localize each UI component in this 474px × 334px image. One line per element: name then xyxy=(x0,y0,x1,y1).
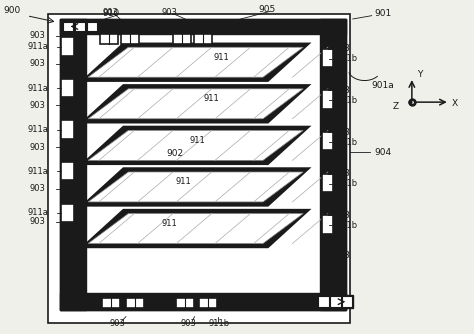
Bar xyxy=(322,215,333,233)
Text: 903: 903 xyxy=(335,128,351,137)
Bar xyxy=(61,162,74,180)
Text: 903: 903 xyxy=(161,8,177,17)
Bar xyxy=(126,298,144,308)
Bar xyxy=(199,298,217,308)
Text: 911b: 911b xyxy=(336,179,357,188)
Bar xyxy=(121,34,139,44)
Bar xyxy=(63,22,73,31)
Text: 911a: 911a xyxy=(109,23,130,32)
Polygon shape xyxy=(88,213,303,243)
Bar xyxy=(173,34,191,44)
Bar xyxy=(60,19,86,310)
Text: 901a: 901a xyxy=(372,81,394,90)
Bar xyxy=(48,14,350,323)
Text: 911b: 911b xyxy=(336,54,357,63)
Text: 911: 911 xyxy=(213,53,229,62)
Text: 911b: 911b xyxy=(336,221,357,230)
Bar xyxy=(61,204,74,222)
Bar xyxy=(322,132,333,150)
Polygon shape xyxy=(88,47,303,77)
Bar xyxy=(61,121,74,139)
Text: 903: 903 xyxy=(335,250,351,260)
Bar xyxy=(322,132,333,150)
Text: 911b: 911b xyxy=(209,319,230,328)
Text: 910: 910 xyxy=(102,9,119,18)
Bar xyxy=(322,49,333,67)
Text: Y: Y xyxy=(417,70,422,79)
Bar xyxy=(319,19,346,310)
Bar xyxy=(61,204,74,222)
Text: 903: 903 xyxy=(29,143,45,152)
Text: 900: 900 xyxy=(3,6,20,15)
Bar xyxy=(75,22,85,31)
Bar xyxy=(60,19,346,34)
Bar xyxy=(61,37,74,55)
Bar xyxy=(318,296,328,307)
Bar xyxy=(175,298,193,308)
Bar xyxy=(61,37,74,55)
Bar xyxy=(62,21,98,32)
Bar xyxy=(61,79,74,97)
Bar xyxy=(318,295,353,308)
Text: 911b: 911b xyxy=(336,138,357,147)
Text: 911: 911 xyxy=(161,219,177,228)
Text: 911b: 911b xyxy=(336,96,357,105)
Text: 903: 903 xyxy=(29,101,45,110)
Bar xyxy=(61,79,74,97)
Text: 911a: 911a xyxy=(27,125,48,134)
Bar xyxy=(330,296,340,307)
Text: 903: 903 xyxy=(29,31,45,40)
Text: Z: Z xyxy=(393,102,399,111)
Bar xyxy=(60,19,346,310)
Bar xyxy=(79,29,327,298)
Bar xyxy=(102,298,120,308)
Polygon shape xyxy=(88,89,303,119)
Bar xyxy=(319,19,346,310)
Polygon shape xyxy=(83,169,308,205)
Bar xyxy=(322,215,333,233)
Bar xyxy=(322,174,333,192)
Text: 901: 901 xyxy=(374,9,392,18)
Text: 903: 903 xyxy=(29,59,45,68)
Polygon shape xyxy=(88,130,303,160)
Bar xyxy=(322,49,333,67)
Text: 903: 903 xyxy=(102,8,118,17)
Text: 903: 903 xyxy=(335,211,351,220)
Text: 903: 903 xyxy=(335,44,351,53)
Text: 904: 904 xyxy=(374,148,391,157)
Polygon shape xyxy=(83,127,308,164)
Text: 903: 903 xyxy=(335,169,351,178)
Text: 911a: 911a xyxy=(27,84,48,93)
Bar xyxy=(87,22,97,31)
Bar xyxy=(61,162,74,180)
Text: 903: 903 xyxy=(29,184,45,193)
Bar xyxy=(194,34,212,44)
Text: 911: 911 xyxy=(190,136,206,145)
Text: 903: 903 xyxy=(180,319,196,328)
Bar xyxy=(322,91,333,109)
Text: 905: 905 xyxy=(258,5,275,13)
Bar xyxy=(61,121,74,139)
Text: 902: 902 xyxy=(166,149,183,158)
Text: 903: 903 xyxy=(335,86,351,95)
Text: 911: 911 xyxy=(175,177,191,186)
Text: X: X xyxy=(452,99,458,108)
Bar xyxy=(322,91,333,109)
Polygon shape xyxy=(83,44,308,80)
Text: 903: 903 xyxy=(29,217,45,226)
Text: 903: 903 xyxy=(109,319,125,328)
Bar xyxy=(60,293,346,310)
Text: 911a: 911a xyxy=(27,167,48,176)
Polygon shape xyxy=(83,86,308,122)
Bar xyxy=(322,174,333,192)
Polygon shape xyxy=(88,172,303,202)
Bar xyxy=(342,296,352,307)
Bar xyxy=(60,19,86,310)
Text: 911: 911 xyxy=(204,94,219,103)
Text: 911a: 911a xyxy=(27,208,48,217)
Bar xyxy=(100,34,118,44)
Text: 911a: 911a xyxy=(27,42,48,51)
Polygon shape xyxy=(83,210,308,247)
